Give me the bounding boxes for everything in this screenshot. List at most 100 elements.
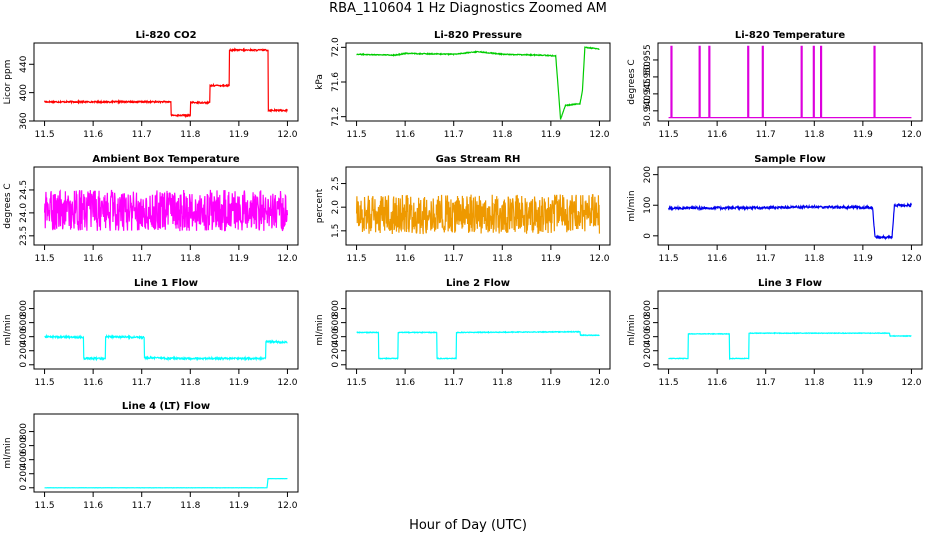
panel-title: Li-820 CO2 <box>135 30 196 41</box>
y-tick-label: 71.6 <box>331 72 341 92</box>
y-tick-label: 0 <box>19 485 29 491</box>
x-tick-label: 12.0 <box>277 254 297 264</box>
y-tick-label: 600 <box>19 314 29 331</box>
panel-title: Sample Flow <box>754 154 826 165</box>
y-tick-label: 23.5 <box>19 226 29 246</box>
y-axis-label: ml/min <box>3 314 13 345</box>
y-tick-label: 600 <box>19 437 29 454</box>
x-tick-label: 11.8 <box>180 254 200 264</box>
x-tick-label: 11.5 <box>347 254 367 264</box>
x-tick-label: 11.8 <box>180 501 200 511</box>
y-tick-label: 24.5 <box>19 180 29 200</box>
x-tick-label: 12.0 <box>277 378 297 388</box>
series-line <box>355 194 601 235</box>
x-tick-label: 11.7 <box>756 254 776 264</box>
x-tick-label: 11.5 <box>35 378 55 388</box>
panel-title: Li-820 Temperature <box>735 30 845 41</box>
x-tick-label: 11.7 <box>444 254 464 264</box>
x-tick-label: 11.8 <box>180 378 200 388</box>
series-line <box>668 202 912 241</box>
x-tick-label: 11.6 <box>707 130 727 140</box>
plot-frame <box>33 42 299 122</box>
y-tick-label: 200 <box>19 465 29 482</box>
y-tick-label: 400 <box>643 328 653 345</box>
plot-frame <box>33 413 299 493</box>
x-tick-label: 11.5 <box>347 378 367 388</box>
panel-title: Gas Stream RH <box>436 154 521 165</box>
y-axis-label: kPa <box>315 74 325 90</box>
x-tick-label: 11.9 <box>229 501 249 511</box>
x-tick-label: 11.7 <box>756 378 776 388</box>
y-tick-label: 2.0 <box>331 200 341 215</box>
x-tick-label: 11.6 <box>83 254 103 264</box>
y-axis-label: percent <box>315 188 325 223</box>
panel-9: Line 3 Flow 11.5 11.6 11.7 11.8 11.9 12.0 0 2004… <box>627 278 923 388</box>
y-tick-label: 800 <box>331 300 341 317</box>
x-tick-label: 11.6 <box>83 501 103 511</box>
y-axis-label: degrees C <box>627 59 637 104</box>
y-tick-label: 50.950 <box>643 61 653 93</box>
x-tick-label: 11.6 <box>83 130 103 140</box>
series-line <box>668 331 912 361</box>
series-line <box>44 47 288 119</box>
x-tick-label: 11.6 <box>707 378 727 388</box>
y-tick-label: 71.2 <box>331 107 341 127</box>
y-axis-label: Licor ppm <box>3 60 13 105</box>
y-tick-label: 0 <box>643 362 653 368</box>
x-tick-label: 11.8 <box>492 378 512 388</box>
panel-title: Line 1 Flow <box>134 278 198 289</box>
x-tick-label: 11.7 <box>132 130 152 140</box>
y-tick-label: 2.5 <box>331 176 341 190</box>
plot-frame <box>657 42 923 122</box>
x-tick-label: 11.9 <box>541 254 561 264</box>
x-tick-label: 11.5 <box>659 130 679 140</box>
x-tick-label: 12.0 <box>901 254 921 264</box>
x-tick-label: 11.8 <box>804 254 824 264</box>
y-tick-label: 200 <box>643 166 653 183</box>
x-tick-label: 12.0 <box>589 378 609 388</box>
y-tick-label: 400 <box>331 328 341 345</box>
series-line <box>356 46 600 120</box>
x-tick-label: 11.9 <box>541 378 561 388</box>
y-tick-label: 800 <box>19 423 29 440</box>
x-tick-label: 11.7 <box>756 130 776 140</box>
x-tick-label: 11.5 <box>659 378 679 388</box>
y-tick-label: 50.955 <box>643 44 653 76</box>
series-line <box>44 477 288 489</box>
x-tick-label: 11.8 <box>492 254 512 264</box>
y-axis-label: ml/min <box>627 190 637 221</box>
x-tick-label: 11.9 <box>229 130 249 140</box>
x-tick-label: 11.5 <box>659 254 679 264</box>
y-axis-label: degrees C <box>3 183 13 228</box>
panel-title: Li-820 Pressure <box>434 30 522 41</box>
y-tick-label: 600 <box>643 314 653 331</box>
panel-title: Line 3 Flow <box>758 278 822 289</box>
plot-frame <box>33 290 299 370</box>
x-tick-label: 11.5 <box>35 254 55 264</box>
x-tick-label: 11.7 <box>132 254 152 264</box>
y-tick-label: 360 <box>19 112 29 129</box>
y-tick-label: 200 <box>643 342 653 359</box>
y-tick-label: 200 <box>19 342 29 359</box>
panel-5: Gas Stream RH 11.5 11.6 11.7 11.8 11.9 12.0 1.5… <box>315 154 611 264</box>
y-tick-label: 50.945 <box>643 78 653 110</box>
x-tick-label: 11.9 <box>541 130 561 140</box>
y-tick-label: 24.0 <box>19 203 29 223</box>
plot-frame <box>33 166 299 246</box>
y-tick-label: 100 <box>643 196 653 213</box>
x-tick-label: 11.5 <box>35 501 55 511</box>
y-tick-label: 1.5 <box>331 224 341 238</box>
panel-title: Line 2 Flow <box>446 278 510 289</box>
x-tick-label: 11.8 <box>804 378 824 388</box>
x-tick-label: 11.6 <box>395 378 415 388</box>
series-line <box>356 330 600 360</box>
x-tick-label: 11.9 <box>229 378 249 388</box>
x-tick-label: 12.0 <box>589 254 609 264</box>
y-tick-label: 440 <box>19 55 29 72</box>
y-tick-label: 400 <box>19 84 29 101</box>
x-tick-label: 11.6 <box>83 378 103 388</box>
x-tick-label: 11.5 <box>35 130 55 140</box>
x-tick-label: 11.6 <box>707 254 727 264</box>
y-axis-label: ml/min <box>627 314 637 345</box>
y-tick-label: 0 <box>331 362 341 368</box>
